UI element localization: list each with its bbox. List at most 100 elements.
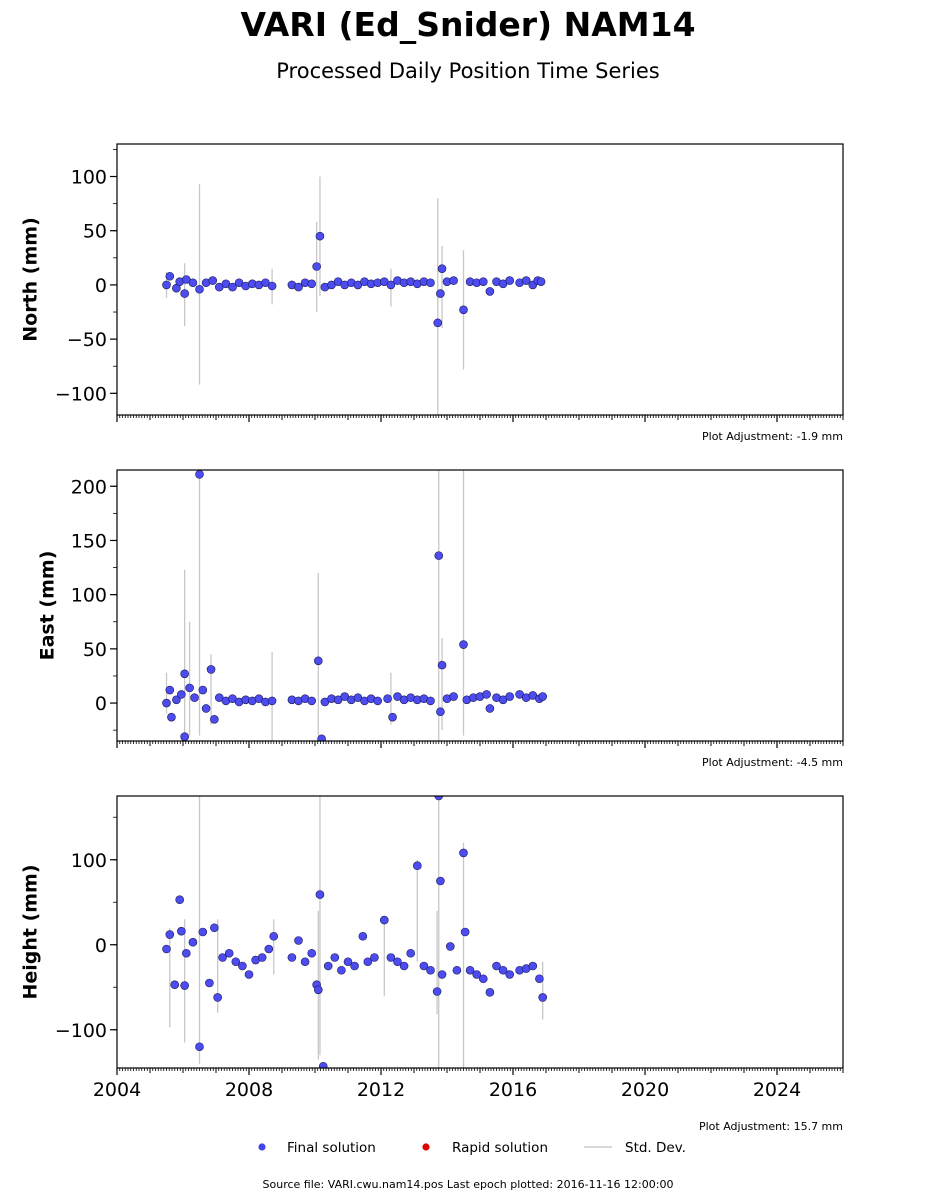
data-point <box>165 685 175 695</box>
data-point <box>167 712 176 722</box>
data-point <box>238 961 247 971</box>
data-point <box>231 957 241 967</box>
y-tick-label: −100 <box>55 383 107 405</box>
data-point <box>419 961 429 971</box>
data-point <box>426 965 435 975</box>
data-point <box>218 953 227 962</box>
data-point <box>213 993 222 1002</box>
data-point <box>185 683 194 693</box>
data-point <box>264 944 274 954</box>
data-point <box>436 876 445 886</box>
data-point <box>165 271 175 281</box>
data-point <box>536 277 546 286</box>
data-point <box>294 936 303 945</box>
y-tick-label: −100 <box>55 1020 107 1042</box>
x-tick-label: 2004 <box>93 1079 141 1101</box>
data-point <box>343 957 353 967</box>
data-point <box>180 732 189 741</box>
data-point <box>188 937 198 947</box>
x-tick-label: 2012 <box>357 1079 405 1101</box>
data-point <box>412 861 422 871</box>
data-point <box>535 974 544 984</box>
x-tick-label: 2008 <box>225 1079 273 1101</box>
data-point <box>228 282 237 292</box>
data-point <box>195 284 204 294</box>
x-tick-label: 2020 <box>621 1079 669 1101</box>
data-point <box>445 942 455 951</box>
data-point <box>437 970 447 979</box>
data-point <box>172 695 181 705</box>
data-point <box>472 970 482 979</box>
data-point <box>437 660 447 670</box>
data-point <box>393 957 402 967</box>
y-axis-label: North (mm) <box>20 217 42 342</box>
data-point <box>257 953 267 962</box>
y-tick-label: 0 <box>95 275 107 297</box>
data-point <box>300 957 310 967</box>
chart-subtitle: Processed Daily Position Time Series <box>276 59 660 83</box>
panel-2: 200 150 100 50 0 East (mm) Plot Adjustment: -4… <box>37 469 844 769</box>
y-axis-label: Height (mm) <box>20 864 42 999</box>
data-point <box>180 289 189 298</box>
data-point <box>452 965 462 975</box>
data-point <box>482 690 491 699</box>
plot-adjustment-note: Plot Adjustment: -1.9 mm <box>702 430 843 443</box>
plot-adjustment-note: Plot Adjustment: -4.5 mm <box>702 756 843 769</box>
y-tick-label: 100 <box>71 167 107 189</box>
data-point <box>434 551 444 560</box>
data-point <box>386 280 396 290</box>
data-point <box>350 961 359 971</box>
data-point <box>198 685 208 695</box>
data-point <box>498 965 508 975</box>
data-point <box>206 665 216 674</box>
data-point <box>205 978 214 988</box>
data-point <box>188 278 198 288</box>
data-point <box>538 692 548 701</box>
data-point <box>436 707 445 717</box>
data-point <box>330 953 340 962</box>
data-point <box>485 287 495 296</box>
data-point <box>432 987 442 996</box>
data-point <box>399 961 409 971</box>
data-point <box>267 281 277 291</box>
data-point <box>521 276 531 285</box>
data-point <box>315 890 325 899</box>
data-point <box>459 305 468 315</box>
data-point <box>485 704 495 713</box>
data-point <box>313 656 323 666</box>
y-tick-label: 0 <box>95 935 107 957</box>
data-point <box>317 734 326 741</box>
chart-title: VARI (Ed_Snider) NAM14 <box>240 5 695 44</box>
x-tick-label: 2024 <box>753 1079 801 1101</box>
data-point <box>373 696 383 706</box>
x-tick-label: 2016 <box>489 1079 537 1101</box>
data-point <box>460 927 470 937</box>
data-point <box>312 262 321 271</box>
data-point <box>208 276 217 285</box>
data-point <box>406 948 416 958</box>
plot-area <box>162 470 548 741</box>
data-point <box>426 278 435 288</box>
data-point <box>180 669 189 679</box>
y-axis-label: East (mm) <box>37 551 59 661</box>
legend: Final solution Rapid solution Std. Dev. <box>258 1140 686 1156</box>
legend-marker-rapid <box>422 1143 430 1151</box>
data-point <box>307 948 317 958</box>
data-point <box>478 277 488 286</box>
data-point <box>318 1062 328 1068</box>
y-tick-label: 150 <box>71 530 107 552</box>
data-point <box>505 276 515 285</box>
data-point <box>175 895 184 905</box>
data-point <box>177 926 186 936</box>
data-point <box>478 974 488 984</box>
y-tick-label: 0 <box>95 693 107 715</box>
data-point <box>180 981 189 990</box>
data-point <box>492 961 501 971</box>
data-point <box>459 848 468 858</box>
data-point <box>162 280 171 290</box>
legend-label-rapid: Rapid solution <box>452 1140 548 1156</box>
data-point <box>307 279 317 289</box>
legend-marker-final <box>258 1143 266 1151</box>
